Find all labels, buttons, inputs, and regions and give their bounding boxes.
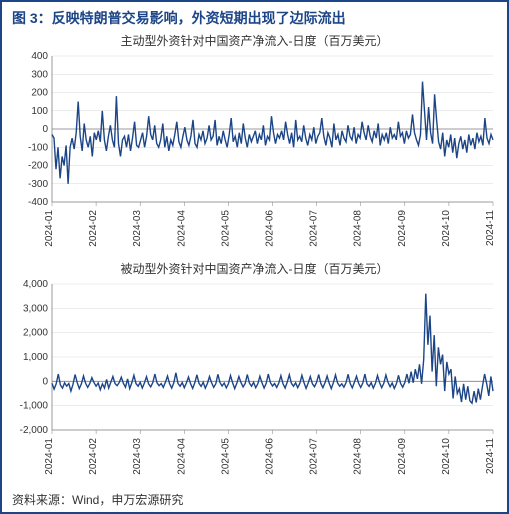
svg-text:2024-06: 2024-06 <box>265 210 276 247</box>
svg-text:1,000: 1,000 <box>23 352 48 363</box>
svg-text:2024-08: 2024-08 <box>353 210 364 247</box>
svg-text:2024-03: 2024-03 <box>132 438 143 475</box>
svg-text:2024-10: 2024-10 <box>441 210 452 247</box>
svg-text:2024-02: 2024-02 <box>88 438 99 475</box>
svg-text:200: 200 <box>31 88 48 99</box>
svg-text:2024-07: 2024-07 <box>309 210 320 247</box>
svg-text:2024-08: 2024-08 <box>353 438 364 475</box>
svg-text:2024-09: 2024-09 <box>397 438 408 475</box>
svg-text:-1,000: -1,000 <box>20 401 49 412</box>
svg-text:2,000: 2,000 <box>23 328 48 339</box>
svg-text:-400: -400 <box>28 197 48 208</box>
chart1-title: 主动型外资针对中国资产净流入-日度（百万美元） <box>10 32 499 49</box>
svg-text:2024-06: 2024-06 <box>265 438 276 475</box>
chart-active-flows: 主动型外资针对中国资产净流入-日度（百万美元） -400 -300 -200 -100… <box>10 32 499 252</box>
figure-container: 图 3：反映特朗普交易影响，外资短期出现了边际流出 主动型外资针对中国资产净流入… <box>0 0 509 514</box>
svg-text:100: 100 <box>31 106 48 117</box>
figure-header: 图 3：反映特朗普交易影响，外资短期出现了边际流出 <box>2 2 507 32</box>
svg-text:0: 0 <box>42 124 48 135</box>
svg-text:400: 400 <box>31 51 48 62</box>
svg-text:2024-09: 2024-09 <box>397 210 408 247</box>
svg-text:0: 0 <box>42 376 48 387</box>
chart1-plot: -400 -300 -200 -100 0 100 200 300 400 2024-01 2024… <box>10 51 499 253</box>
svg-text:-300: -300 <box>28 179 48 190</box>
svg-text:4,000: 4,000 <box>23 279 48 290</box>
svg-text:2024-01: 2024-01 <box>44 210 55 247</box>
svg-text:2024-04: 2024-04 <box>176 438 187 475</box>
svg-text:2024-10: 2024-10 <box>441 438 452 475</box>
svg-text:-2,000: -2,000 <box>20 425 49 436</box>
svg-text:2024-01: 2024-01 <box>44 438 55 475</box>
svg-text:2024-07: 2024-07 <box>309 438 320 475</box>
svg-text:-200: -200 <box>28 161 48 172</box>
chart2-plot: -2,000 -1,000 0 1,000 2,000 3,000 4,000 2024-01… <box>10 279 499 481</box>
svg-text:-100: -100 <box>28 142 48 153</box>
chart2-title: 被动型外资针对中国资产净流入-日度（百万美元） <box>10 260 499 277</box>
figure-source: 资料来源：Wind，申万宏源研究 <box>12 491 183 508</box>
svg-text:2024-05: 2024-05 <box>220 438 231 475</box>
svg-text:2024-02: 2024-02 <box>88 210 99 247</box>
figure-title: 反映特朗普交易影响，外资短期出现了边际流出 <box>52 10 346 26</box>
svg-text:2024-05: 2024-05 <box>220 210 231 247</box>
figure-label: 图 3： <box>12 10 52 26</box>
svg-text:300: 300 <box>31 69 48 80</box>
svg-text:2024-11: 2024-11 <box>485 438 496 474</box>
svg-text:2024-11: 2024-11 <box>485 210 496 246</box>
svg-text:3,000: 3,000 <box>23 303 48 314</box>
svg-text:2024-03: 2024-03 <box>132 210 143 247</box>
chart-passive-flows: 被动型外资针对中国资产净流入-日度（百万美元） -2,000 -1,000 0 1,0… <box>10 260 499 480</box>
svg-text:2024-04: 2024-04 <box>176 210 187 247</box>
